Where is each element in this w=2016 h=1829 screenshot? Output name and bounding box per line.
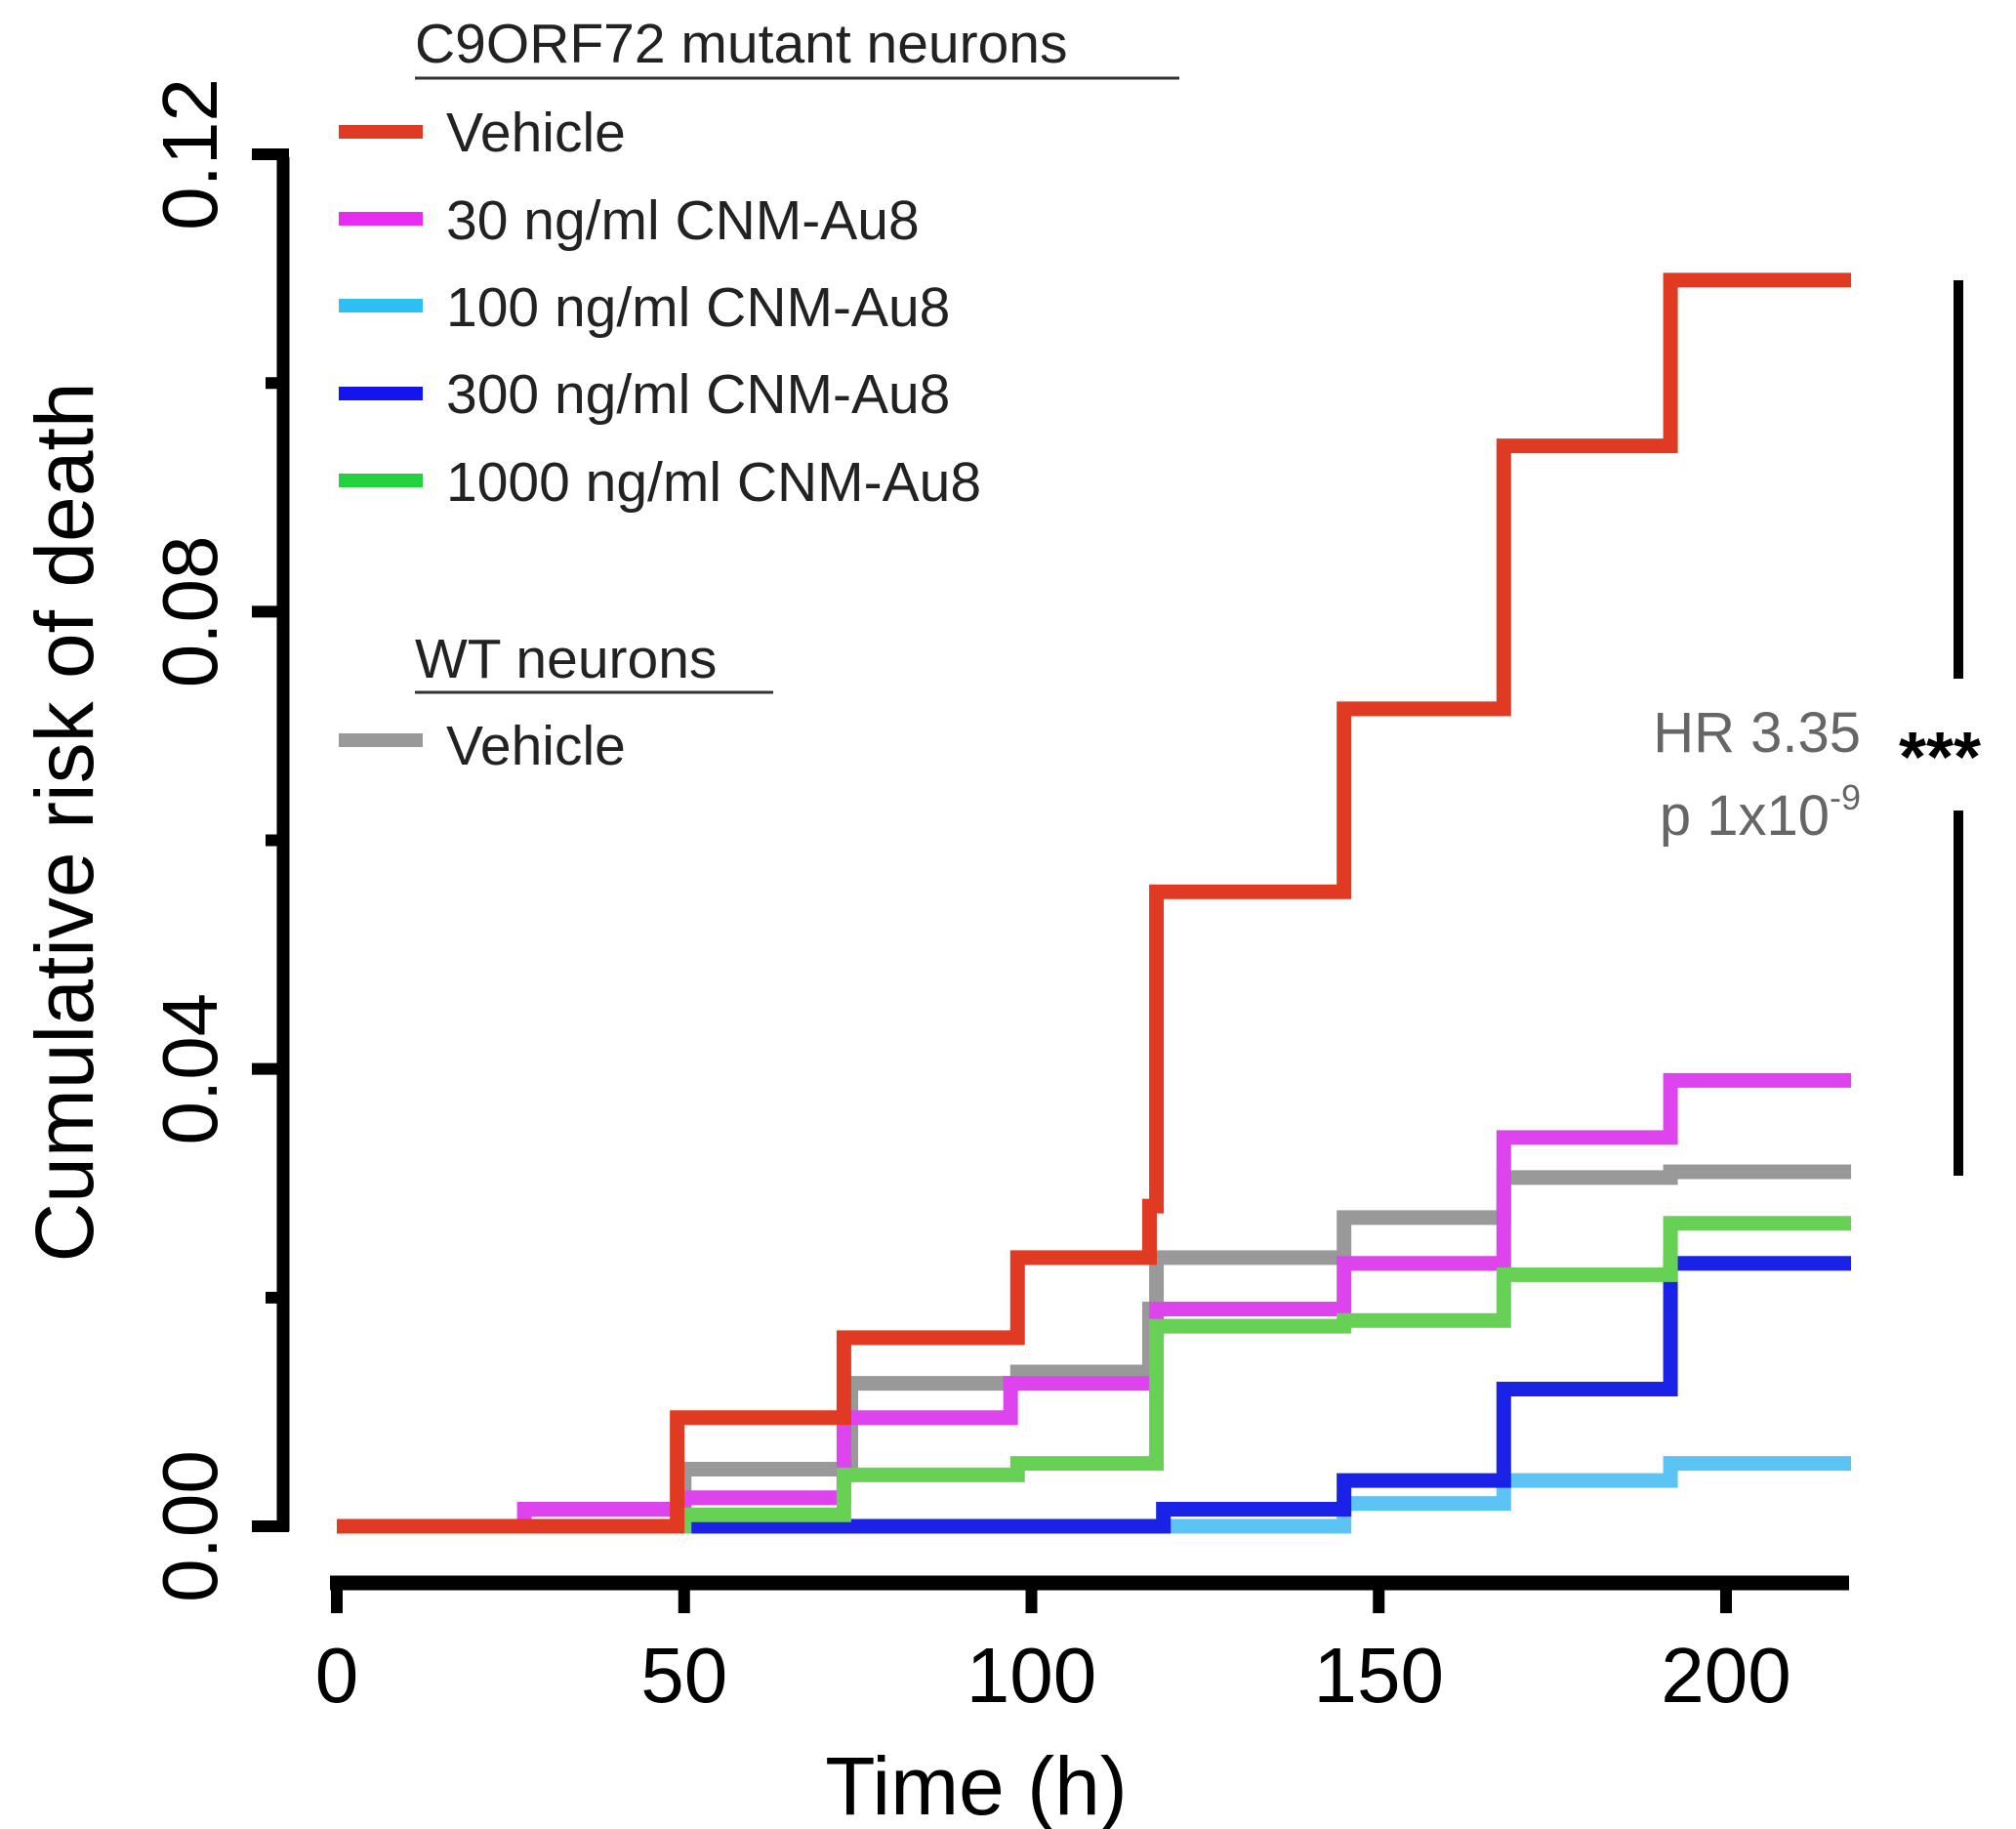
- y-tick-label: 0.04: [146, 993, 233, 1145]
- y-tick-label: 0.00: [146, 1450, 233, 1602]
- p-value-text: p 1x10-9: [1660, 777, 1861, 848]
- series-line-mutant-100-ng-ml-cnm-au8: [337, 1456, 1852, 1534]
- legend: C9ORF72 mutant neurons Vehicle 30 ng/ml …: [339, 13, 1179, 777]
- hazard-ratio-text: HR 3.35: [1653, 701, 1861, 765]
- legend-label-300ng: 300 ng/ml CNM-Au8: [446, 363, 950, 426]
- legend-mutant-entries: Vehicle 30 ng/ml CNM-Au8 100 ng/ml CNM-A…: [339, 102, 981, 514]
- p-value-base: p 1x10: [1660, 784, 1830, 848]
- legend-label-100ng: 100 ng/ml CNM-Au8: [446, 276, 950, 339]
- x-tick-label: 150: [1314, 1632, 1444, 1719]
- legend-group-title-mutant: C9ORF72 mutant neurons: [415, 13, 1068, 75]
- series-line-mutant-1000-ng-ml-cnm-au8: [337, 1216, 1852, 1534]
- series-line-mutant-30-ng-ml-cnm-au8: [337, 1072, 1852, 1534]
- x-ticks: 0 50 100 150 200: [315, 1577, 1791, 1719]
- series-line-mutant-300-ng-ml-cnm-au8: [337, 1256, 1852, 1534]
- p-value-exponent: -9: [1830, 777, 1861, 817]
- x-tick-label: 200: [1661, 1632, 1790, 1719]
- x-axis-label: Time (h): [825, 1740, 1128, 1829]
- series-lines: [337, 272, 1852, 1534]
- legend-label-vehicle-mutant: Vehicle: [446, 102, 626, 164]
- x-tick-label: 100: [967, 1632, 1096, 1719]
- legend-label-30ng: 30 ng/ml CNM-Au8: [446, 189, 920, 252]
- x-tick-label: 0: [315, 1632, 359, 1719]
- legend-label-1000ng: 1000 ng/ml CNM-Au8: [446, 451, 981, 514]
- significance-annotation: HR 3.35 p 1x10-9 ***: [1653, 280, 1981, 1176]
- significance-stars: ***: [1899, 719, 1981, 797]
- x-tick-label: 50: [640, 1632, 727, 1719]
- y-tick-label: 0.08: [146, 536, 233, 688]
- legend-label-vehicle-wt: Vehicle: [446, 715, 626, 777]
- y-tick-label: 0.12: [146, 78, 233, 230]
- series-line-mutant-vehicle: [337, 272, 1852, 1534]
- y-axis-label: Cumulative risk of death: [19, 382, 110, 1262]
- y-ticks: 0.00 0.04 0.08 0.12: [146, 78, 289, 1602]
- legend-group-title-wt: WT neurons: [415, 628, 717, 690]
- series-line-wt-vehicle: [337, 1164, 1852, 1534]
